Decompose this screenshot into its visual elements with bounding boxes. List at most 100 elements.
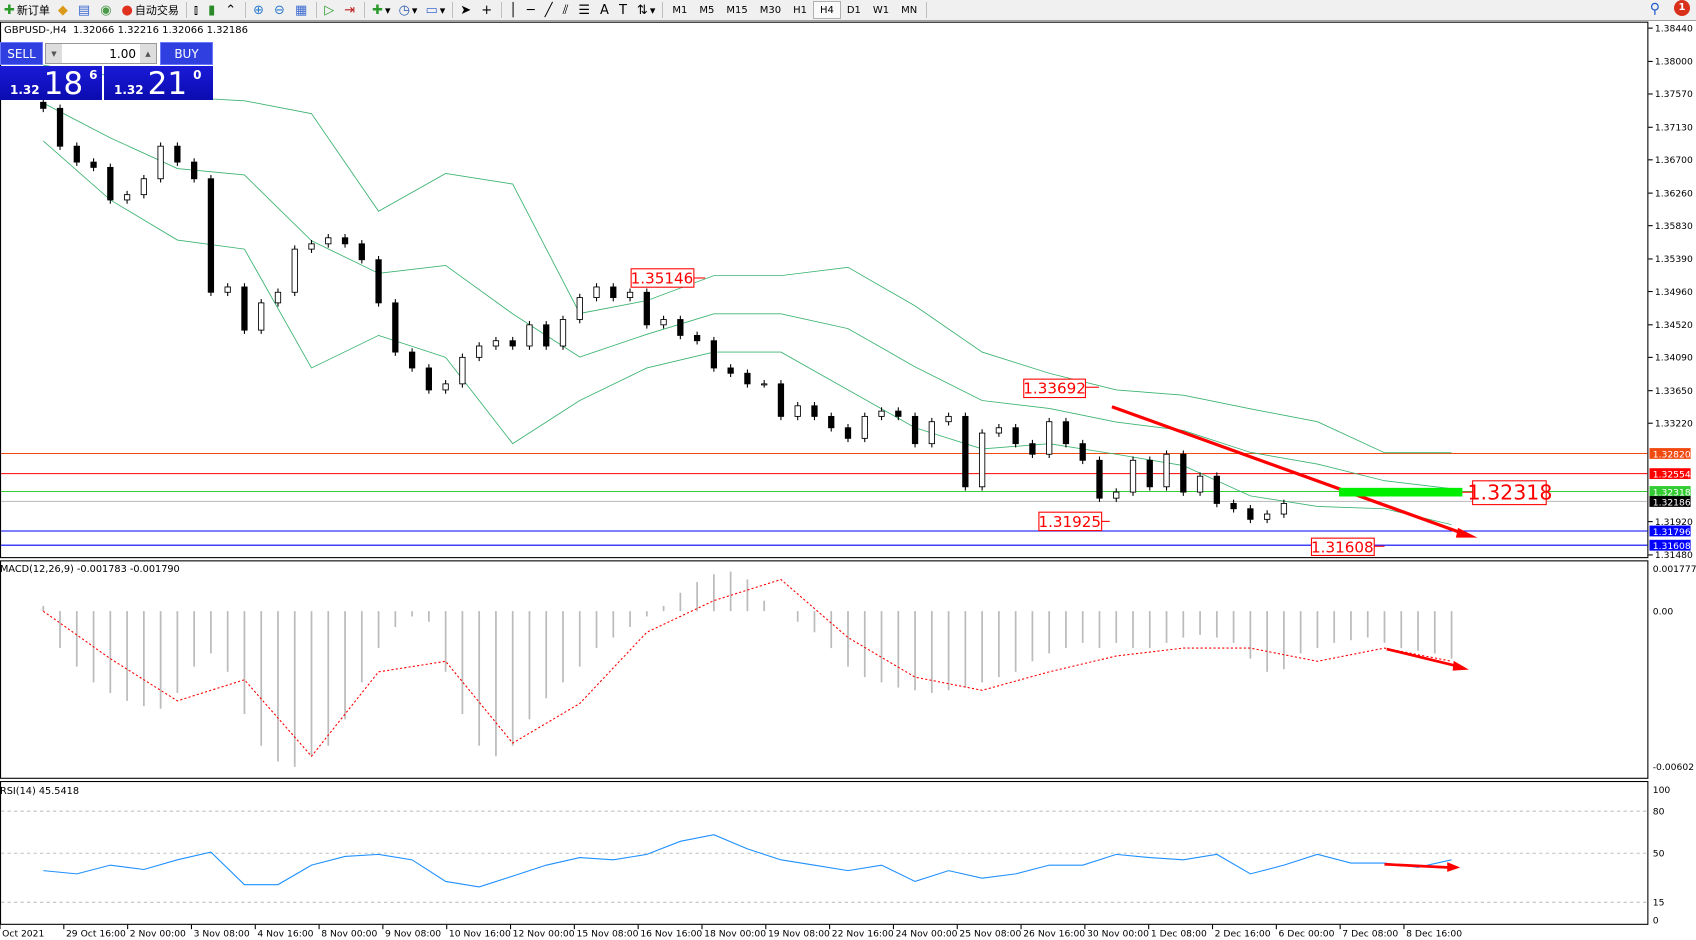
rsi-levels [1, 810, 1648, 903]
lot-increase-icon[interactable]: ▲ [140, 44, 156, 63]
sell-button[interactable]: SELL [0, 42, 43, 65]
line-chart-button[interactable]: ⌃ [221, 0, 242, 20]
bearish-candle [710, 340, 718, 369]
bar-chart-button[interactable]: ⫾ [190, 0, 204, 20]
auto-trading-button[interactable]: ● 自动交易 [118, 0, 183, 20]
price-tick-label: 1.34520 [1655, 320, 1693, 331]
market-watch-button[interactable]: ◆ [54, 0, 74, 20]
green-zone-rectangle[interactable] [1339, 487, 1463, 497]
price-tick-label: 1.35830 [1655, 221, 1693, 232]
lot-value[interactable]: 1.00 [109, 46, 136, 61]
sell-price-box[interactable]: 1.32 18 6 [0, 66, 102, 100]
bearish-candle [1146, 459, 1153, 488]
bullish-candle [476, 345, 483, 358]
signals-button[interactable]: ◉ [96, 0, 117, 20]
price-label-high-2[interactable]: 1.33692 [1023, 378, 1099, 399]
buy-price-box[interactable]: 1.32 21 0 [104, 66, 213, 100]
chart-shift-button[interactable]: ⇥ [340, 0, 361, 20]
zoom-out-button[interactable]: ⊖ [270, 0, 291, 20]
rsi-indicator [43, 834, 1452, 888]
text-label-icon: T [618, 2, 627, 18]
time-axis: Oct 2021 29 Oct 16:00 2 Nov 00:00 3 Nov 08:… [0, 924, 1462, 940]
annotation-text: 1.33692 [1023, 380, 1086, 398]
timeframe-mn[interactable]: MN [901, 4, 918, 16]
time-label: 22 Nov 16:00 [832, 929, 894, 940]
cursor-button[interactable]: ➤ [456, 0, 477, 20]
price-label-low-2[interactable]: 1.31608 [1310, 537, 1385, 557]
search-icon[interactable]: ⚲ [1649, 1, 1660, 17]
templates-button[interactable]: ▭ ▾ [425, 2, 446, 18]
annotation-text: 1.35146 [631, 269, 694, 287]
bollinger-upper [43, 64, 1452, 454]
bullish-candle [492, 340, 500, 347]
bearish-candle [40, 101, 47, 109]
new-order-icon: ✚ [4, 2, 15, 18]
history-button[interactable]: ▤ [74, 0, 96, 20]
price-label-zone[interactable]: 1.32318 [1462, 480, 1552, 506]
zoom-in-button[interactable]: ⊕ [249, 0, 270, 20]
price-tag [1649, 468, 1691, 480]
timeframe-h1[interactable]: H1 [793, 4, 807, 16]
timeframe-m15[interactable]: M15 [726, 4, 748, 16]
macd-arrow[interactable] [1386, 647, 1459, 668]
time-label: 8 Dec 16:00 [1406, 929, 1462, 940]
text-button[interactable]: A [596, 0, 615, 20]
gold-icon: ◆ [57, 2, 68, 18]
separator [185, 2, 187, 18]
horizontal-line-button[interactable]: ─ [523, 0, 541, 20]
bearish-candle [375, 259, 382, 304]
macd-panel-frame [0, 560, 1649, 779]
timeframe-w1[interactable]: W1 [872, 4, 890, 16]
macd-indicator [42, 571, 1453, 767]
separator [662, 2, 664, 18]
bearish-candle [392, 302, 399, 353]
rsi-tick-label: 50 [1653, 848, 1665, 859]
indicators-button[interactable]: ✚ ▾ [372, 2, 391, 18]
channel-button[interactable]: ⫽ [559, 0, 575, 20]
bearish-candle [341, 237, 349, 245]
bearish-candle [56, 107, 64, 147]
annotation-text: 1.31925 [1038, 513, 1101, 531]
timeframe-m5[interactable]: M5 [699, 4, 715, 16]
timeframe-m30[interactable]: M30 [759, 4, 782, 16]
bearish-candle [1180, 453, 1187, 493]
vertical-line-button[interactable]: │ [505, 0, 523, 20]
fibonacci-button[interactable]: ☰ [574, 0, 596, 20]
rsi-tick-label: 80 [1653, 806, 1665, 817]
bearish-candle [1096, 459, 1103, 499]
periods-button[interactable]: ◷ ▾ [398, 2, 418, 18]
bullish-candle [1046, 421, 1053, 455]
trend-arrow[interactable] [1111, 405, 1463, 535]
timeframe-m1[interactable]: M1 [672, 4, 688, 16]
bullish-candle [1129, 459, 1137, 493]
bearish-candle [408, 351, 416, 369]
sell-price-fraction: 6 [89, 68, 98, 82]
timeframe-h4[interactable]: H4 [812, 1, 841, 19]
crosshair-button[interactable]: + [477, 0, 498, 20]
lot-decrease-icon[interactable]: ▼ [46, 44, 62, 63]
price-label-low-1[interactable]: 1.31925 [1038, 511, 1110, 532]
bearish-candle [425, 367, 433, 391]
line-chart-icon: ⌃ [225, 2, 237, 18]
bullish-candle [794, 405, 801, 417]
buy-button[interactable]: BUY [160, 42, 213, 65]
bearish-candle [1012, 427, 1019, 445]
candle-chart-button[interactable]: ▮ [204, 0, 221, 20]
price-tick-label: 1.34960 [1655, 287, 1693, 298]
time-label: 2 Nov 00:00 [130, 929, 186, 940]
timeframe-d1[interactable]: D1 [846, 4, 861, 16]
auto-scroll-button[interactable]: ▷ [320, 0, 340, 20]
arrows-button[interactable]: ⇅ ▾ [636, 2, 656, 18]
bullish-candle [1280, 503, 1288, 515]
notification-badge[interactable]: 1 [1674, 0, 1690, 16]
text-label-button[interactable]: T [615, 0, 633, 20]
lot-size-input[interactable]: ▼ 1.00 ▲ [45, 43, 157, 64]
price-tick-label: 1.31920 [1655, 517, 1693, 528]
bullish-candle [576, 297, 583, 320]
tile-windows-button[interactable]: ▦ [291, 0, 313, 20]
price-label-high-1[interactable]: 1.35146 [630, 268, 706, 288]
trendline-button[interactable]: ╱ [541, 0, 559, 20]
new-order-button[interactable]: ✚ 新订单 [0, 0, 54, 20]
rsi-arrow[interactable] [1384, 862, 1450, 869]
